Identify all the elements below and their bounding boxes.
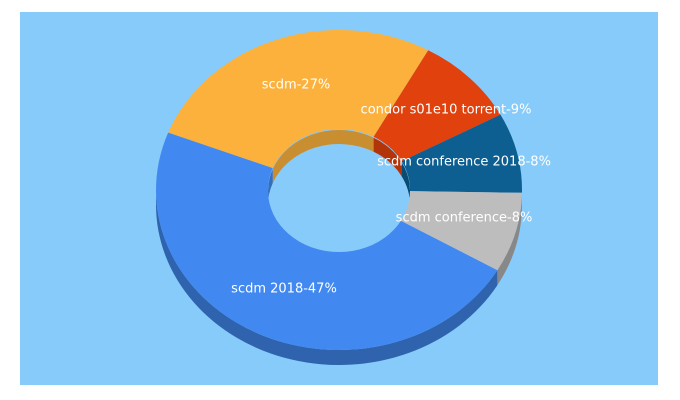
slice-inner-wall (373, 136, 402, 177)
slice-inner-wall (401, 161, 410, 205)
donut-hole (268, 130, 410, 252)
slice (155, 132, 498, 351)
data-label: scdm-27% (262, 78, 330, 93)
slice (373, 50, 501, 162)
data-label: scdm conference-8% (396, 211, 533, 226)
inner-walls (268, 130, 410, 205)
slice (401, 114, 522, 193)
slice-inner-wall (268, 168, 273, 205)
data-label: scdm 2018-47% (231, 282, 337, 297)
data-label: condor s01e10 torrent-9% (361, 103, 532, 118)
slice-inner-wall (272, 130, 374, 184)
data-label: scdm conference 2018-8% (377, 155, 551, 170)
slice (400, 191, 522, 271)
slice (168, 29, 429, 169)
slice-side (497, 192, 522, 286)
